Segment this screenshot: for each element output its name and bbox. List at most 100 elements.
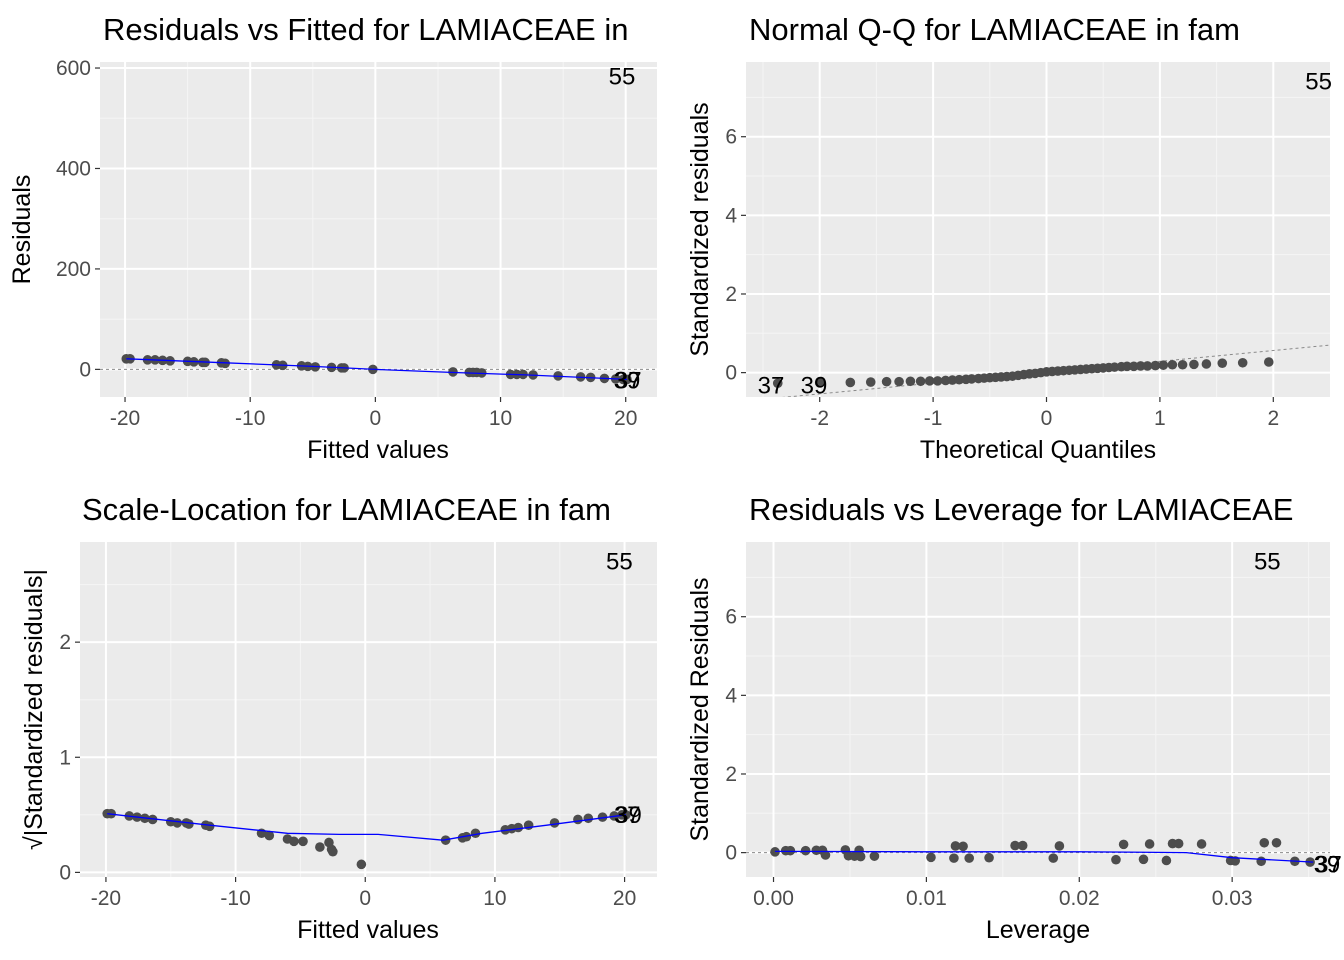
chart-title: Residuals vs Leverage for LAMIACEAE [749, 492, 1293, 527]
data-point [328, 846, 338, 857]
x-tick-label: -10 [220, 887, 250, 910]
data-point [470, 828, 481, 839]
data-point [785, 845, 796, 856]
data-point [298, 836, 308, 847]
data-point [926, 852, 936, 863]
data-point [1135, 361, 1146, 371]
data-point [881, 376, 892, 387]
smooth-line [774, 850, 1314, 863]
y-tick-label: 0 [725, 842, 737, 865]
data-point [1109, 362, 1120, 372]
x-tick-label: 0.01 [906, 887, 947, 910]
data-point [1111, 854, 1121, 865]
x-tick-label: 20 [613, 887, 636, 910]
data-point [1189, 359, 1199, 370]
x-tick-label: 0.02 [1059, 887, 1100, 910]
x-axis-label: Fitted values [297, 916, 439, 944]
data-point [1054, 841, 1065, 851]
plot-area [772, 344, 1330, 397]
plot-background [746, 62, 1330, 397]
data-point [869, 851, 880, 861]
y-tick-label: 0 [79, 358, 91, 381]
plot-area [100, 354, 657, 385]
data-point [1122, 361, 1132, 372]
data-point [513, 822, 524, 833]
x-tick-label: 0.03 [1212, 887, 1253, 910]
data-point [1259, 837, 1270, 848]
y-tick-label: 1 [59, 746, 71, 769]
x-tick-label: 0 [370, 407, 382, 430]
point-label: 39 [615, 802, 642, 829]
point-label: 39 [801, 373, 828, 400]
y-tick-label: 400 [56, 157, 91, 180]
x-tick-label: -20 [110, 407, 140, 430]
x-tick-label: -10 [235, 407, 265, 430]
y-tick-label: 600 [56, 57, 91, 80]
y-tick-label: 4 [725, 684, 737, 707]
x-tick-label: -2 [810, 407, 829, 430]
data-point [855, 851, 866, 862]
y-axis-label: Residuals [8, 175, 36, 285]
y-tick-label: 6 [725, 126, 737, 149]
reference-line [781, 344, 1330, 397]
data-point [800, 845, 811, 856]
data-point [950, 841, 961, 851]
data-point [204, 821, 215, 832]
data-point [1271, 837, 1282, 848]
y-axis-label: Standardized Residuals [686, 577, 714, 841]
x-tick-label: 2 [1267, 407, 1279, 430]
data-point [1017, 840, 1028, 851]
data-point [1201, 359, 1212, 369]
data-point [1263, 357, 1274, 367]
data-point [814, 378, 825, 388]
data-point [1118, 839, 1129, 850]
data-point [1256, 856, 1267, 867]
data-point [583, 813, 594, 824]
y-axis-label: Standardized residuals [686, 102, 714, 356]
x-tick-label: 10 [489, 407, 512, 430]
x-tick-label: 0 [359, 887, 371, 910]
data-point [289, 836, 299, 847]
data-point [1010, 840, 1020, 851]
point-label: 39 [614, 367, 641, 394]
data-point [772, 378, 783, 389]
data-point [573, 814, 583, 825]
data-point [820, 850, 831, 860]
data-point [264, 830, 275, 841]
data-point [1142, 361, 1153, 371]
point-label: 37 [614, 802, 641, 829]
point-label: 55 [609, 64, 636, 91]
data-point [1173, 838, 1184, 849]
data-point [1048, 853, 1059, 863]
x-axis-label: Theoretical Quantiles [920, 436, 1156, 464]
y-tick-label: 2 [725, 283, 737, 306]
data-point [1217, 358, 1228, 368]
data-point [894, 376, 904, 387]
x-tick-label: -20 [91, 887, 121, 910]
data-point [1144, 839, 1155, 849]
x-tick-label: 10 [483, 887, 506, 910]
x-tick-label: 1 [1154, 407, 1166, 430]
point-label: 37 [615, 367, 642, 394]
chart-title: Residuals vs Fitted for LAMIACEAE in [103, 12, 628, 47]
x-axis-label: Leverage [986, 916, 1090, 944]
point-label: 55 [1305, 69, 1332, 96]
data-point [966, 374, 977, 384]
data-point [1237, 357, 1248, 368]
data-point [947, 375, 958, 385]
data-point [1161, 855, 1172, 866]
data-point [949, 853, 959, 863]
x-tick-label: -1 [924, 407, 943, 430]
x-tick-label: 0 [1041, 407, 1053, 430]
data-point [184, 819, 194, 829]
point-label: 55 [1254, 549, 1281, 576]
y-tick-label: 6 [725, 606, 737, 629]
plot-background [100, 62, 657, 397]
y-tick-label: 0 [725, 362, 737, 385]
x-tick-label: 20 [614, 407, 637, 430]
data-point [1138, 854, 1149, 865]
data-point [315, 842, 325, 852]
y-axis-label: √|Standardized residuals| [20, 569, 48, 850]
data-point [597, 812, 608, 822]
